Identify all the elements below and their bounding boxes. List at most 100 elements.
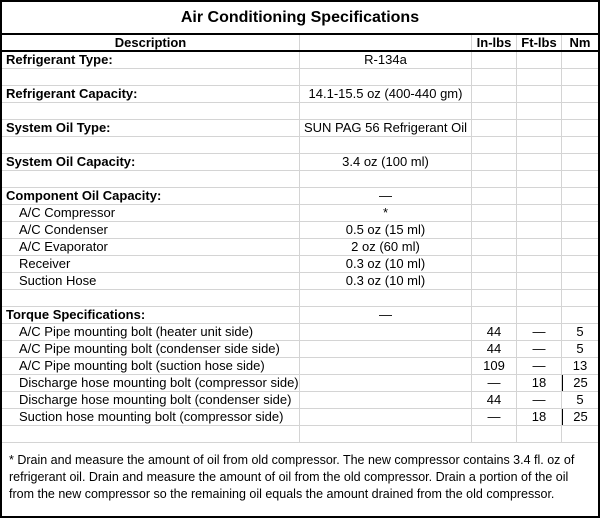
- row-label-cell: Suction Hose: [2, 273, 300, 289]
- row-label-cell: A/C Evaporator: [2, 239, 300, 255]
- column-header-value: [300, 35, 472, 50]
- row-label-cell: [2, 103, 300, 119]
- row-label-cell: A/C Pipe mounting bolt (heater unit side…: [2, 324, 300, 340]
- row-ftlbs-cell: [517, 171, 562, 187]
- row-label-cell: A/C Compressor: [2, 205, 300, 221]
- table-row: Receiver 0.3 oz (10 ml): [2, 256, 598, 273]
- row-value-cell: —: [300, 188, 472, 204]
- row-nm-cell: [562, 256, 598, 272]
- row-ftlbs-cell: [517, 239, 562, 255]
- column-header-ftlbs: Ft-lbs: [517, 35, 562, 50]
- row-label-cell: A/C Condenser: [2, 222, 300, 238]
- row-label-cell: Refrigerant Capacity:: [2, 86, 300, 102]
- row-nm-cell: [562, 273, 598, 289]
- row-value-cell: 2 oz (60 ml): [300, 239, 472, 255]
- row-value-cell: 0.5 oz (15 ml): [300, 222, 472, 238]
- row-value-cell: [300, 341, 472, 357]
- row-ftlbs-cell: [517, 154, 562, 170]
- row-value-cell: [300, 290, 472, 306]
- row-nm-cell: [562, 103, 598, 119]
- table-row-blank: [2, 137, 598, 154]
- row-ftlbs-cell: [517, 307, 562, 323]
- row-inlbs-cell: [472, 239, 517, 255]
- table-row: Discharge hose mounting bolt (condenser …: [2, 392, 598, 409]
- row-inlbs-cell: —: [472, 375, 517, 391]
- table-row: A/C Compressor *: [2, 205, 598, 222]
- row-value-cell: [300, 137, 472, 153]
- row-label-cell: Discharge hose mounting bolt (condenser …: [2, 392, 300, 408]
- row-ftlbs-cell: [517, 120, 562, 136]
- row-nm-cell: [562, 171, 598, 187]
- row-label-cell: A/C Pipe mounting bolt (condenser side s…: [2, 341, 300, 357]
- row-value-cell: [300, 375, 472, 391]
- table-row-blank: [2, 103, 598, 120]
- row-label-cell: [2, 137, 300, 153]
- row-ftlbs-cell: [517, 426, 562, 442]
- column-header-nm: Nm: [569, 35, 591, 50]
- table-row: A/C Condenser 0.5 oz (15 ml): [2, 222, 598, 239]
- row-inlbs-cell: 109: [472, 358, 517, 374]
- row-inlbs-cell: [472, 103, 517, 119]
- row-ftlbs-cell: [517, 86, 562, 102]
- row-value-cell: 14.1-15.5 oz (400-440 gm): [300, 86, 472, 102]
- row-inlbs-cell: [472, 154, 517, 170]
- table-row: System Oil Type: SUN PAG 56 Refrigerant O…: [2, 120, 598, 137]
- row-label-cell: System Oil Type:: [2, 120, 300, 136]
- row-ftlbs-cell: [517, 137, 562, 153]
- row-inlbs-cell: 44: [472, 324, 517, 340]
- row-nm-cell: [562, 222, 598, 238]
- table-row: Component Oil Capacity: —: [2, 188, 598, 205]
- row-nm-cell: [562, 154, 598, 170]
- row-value-cell: [300, 358, 472, 374]
- row-ftlbs-cell: —: [517, 341, 562, 357]
- row-inlbs-cell: [472, 290, 517, 306]
- row-ftlbs-cell: [517, 290, 562, 306]
- row-inlbs-cell: [472, 426, 517, 442]
- row-nm-cell: [562, 69, 598, 85]
- row-ftlbs-cell: —: [517, 324, 562, 340]
- table-row: System Oil Capacity: 3.4 oz (100 ml): [2, 154, 598, 171]
- row-nm-cell: [562, 307, 598, 323]
- row-inlbs-cell: 44: [472, 341, 517, 357]
- row-value-cell: SUN PAG 56 Refrigerant Oil: [300, 120, 472, 136]
- row-value-cell: 3.4 oz (100 ml): [300, 154, 472, 170]
- row-value-cell: [300, 69, 472, 85]
- row-inlbs-cell: [472, 273, 517, 289]
- table-row: Suction hose mounting bolt (compressor s…: [2, 409, 598, 426]
- row-ftlbs-cell: [517, 188, 562, 204]
- table-row: Torque Specifications: —: [2, 307, 598, 324]
- row-nm-cell: 5: [576, 341, 584, 356]
- row-value-cell: [300, 409, 472, 425]
- table-header-row: Description In-lbs Ft-lbs Nm: [2, 35, 598, 52]
- row-label-cell: A/C Pipe mounting bolt (suction hose sid…: [2, 358, 300, 374]
- row-nm-cell: [562, 86, 598, 102]
- row-nm-cell: [562, 120, 598, 136]
- row-ftlbs-cell: —: [517, 358, 562, 374]
- row-value-cell: 0.3 oz (10 ml): [300, 273, 472, 289]
- row-ftlbs-cell: 18: [517, 409, 562, 425]
- row-nm-cell: 25: [562, 409, 598, 425]
- row-value-cell: —: [300, 307, 472, 323]
- footnote: * Drain and measure the amount of oil fr…: [9, 453, 575, 501]
- row-nm-cell: 5: [576, 324, 584, 339]
- column-header-inlbs: In-lbs: [472, 35, 517, 50]
- row-inlbs-cell: [472, 307, 517, 323]
- row-nm-cell: [562, 290, 598, 306]
- row-value-cell: [300, 324, 472, 340]
- row-value-cell: *: [300, 205, 472, 221]
- row-label-cell: System Oil Capacity:: [2, 154, 300, 170]
- table-row-blank: [2, 290, 598, 307]
- row-inlbs-cell: [472, 171, 517, 187]
- row-label-cell: [2, 426, 300, 442]
- row-ftlbs-cell: [517, 69, 562, 85]
- row-value-cell: [300, 171, 472, 187]
- row-ftlbs-cell: [517, 273, 562, 289]
- table-row: A/C Pipe mounting bolt (heater unit side…: [2, 324, 598, 341]
- row-nm-cell: [562, 205, 598, 221]
- row-inlbs-cell: —: [472, 409, 517, 425]
- table-row: Refrigerant Type: R-134a: [2, 52, 598, 69]
- row-value-cell: 0.3 oz (10 ml): [300, 256, 472, 272]
- table-row: Refrigerant Capacity: 14.1-15.5 oz (400-4…: [2, 86, 598, 103]
- row-nm-cell: [562, 137, 598, 153]
